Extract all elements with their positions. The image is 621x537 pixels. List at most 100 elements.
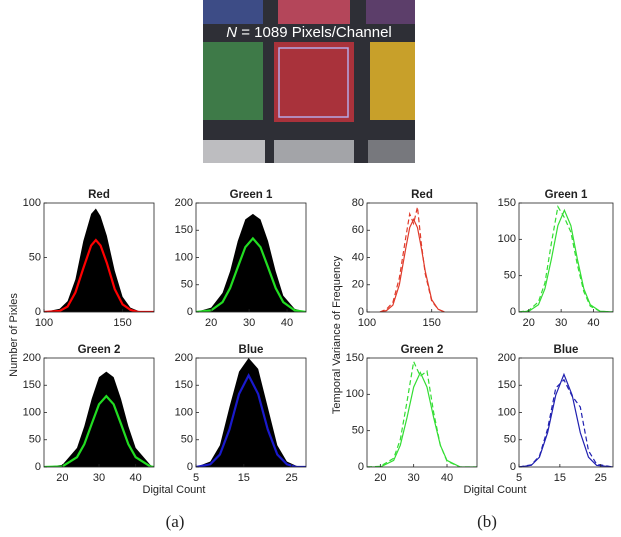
x-tick-label: 15 bbox=[238, 472, 250, 484]
series-line bbox=[367, 359, 477, 467]
subplot-title: Blue bbox=[239, 344, 264, 356]
x-tick-label: 20 bbox=[56, 472, 68, 484]
series-line bbox=[196, 236, 306, 312]
y-tick-label: 100 bbox=[23, 197, 41, 209]
y-tick-label: 0 bbox=[35, 306, 41, 318]
y-tick-label: 150 bbox=[346, 352, 364, 364]
envelope-area bbox=[44, 371, 154, 467]
y-tick-label: 0 bbox=[510, 306, 516, 318]
y-tick-label: 150 bbox=[175, 224, 193, 236]
plot-area bbox=[44, 208, 154, 312]
series-line bbox=[379, 206, 445, 312]
y-tick-label: 150 bbox=[498, 197, 516, 209]
y-tick-label: 50 bbox=[29, 251, 41, 263]
x-tick-label: 5 bbox=[193, 472, 199, 484]
subplot: Green 1 0 50 100 150 200 20 30 40 bbox=[175, 189, 307, 329]
subplot: Red 0 50 100 100 150 bbox=[23, 189, 155, 329]
subplot: Red 0 20 40 60 80 100 150 bbox=[352, 189, 478, 329]
plot-area bbox=[379, 206, 445, 312]
y-tick-label: 50 bbox=[181, 434, 193, 446]
y-tick-label: 100 bbox=[498, 406, 516, 418]
subplot-title: Red bbox=[411, 189, 433, 201]
y-tick-label: 50 bbox=[504, 270, 516, 282]
y-tick-label: 0 bbox=[358, 306, 364, 318]
subplot-title: Green 2 bbox=[401, 344, 444, 356]
plot-area bbox=[196, 358, 306, 467]
x-tick-label: 150 bbox=[423, 317, 441, 329]
y-tick-label: 0 bbox=[510, 461, 516, 473]
y-tick-label: 60 bbox=[352, 224, 364, 236]
x-tick-label: 100 bbox=[358, 317, 376, 329]
x-tick-label: 30 bbox=[408, 472, 420, 484]
subplot-title: Blue bbox=[554, 344, 579, 356]
photo-label-italic: N bbox=[226, 24, 237, 41]
caption: (a) bbox=[166, 512, 185, 531]
plot-area bbox=[367, 359, 477, 467]
subplot-title: Green 1 bbox=[545, 189, 588, 201]
y-tick-label: 0 bbox=[187, 306, 193, 318]
y-tick-label: 200 bbox=[498, 352, 516, 364]
y-tick-label: 100 bbox=[23, 406, 41, 418]
x-tick-label: 5 bbox=[516, 472, 522, 484]
plot-area bbox=[44, 371, 154, 467]
x-tick-label: 20 bbox=[523, 317, 535, 329]
x-tick-label: 40 bbox=[281, 317, 293, 329]
series-line bbox=[367, 371, 477, 467]
y-tick-label: 40 bbox=[352, 251, 364, 263]
x-tick-label: 25 bbox=[595, 472, 607, 484]
subplot: Green 2 0 50 100 150 200 20 30 40 bbox=[23, 344, 155, 484]
x-tick-label: 30 bbox=[243, 317, 255, 329]
x-tick-label: 25 bbox=[286, 472, 298, 484]
plot-area bbox=[196, 213, 306, 312]
axes-box bbox=[518, 357, 614, 468]
y-tick-label: 150 bbox=[175, 379, 193, 391]
series-line bbox=[196, 373, 306, 467]
envelope-area bbox=[196, 213, 306, 312]
x-tick-label: 20 bbox=[205, 317, 217, 329]
y-tick-label: 200 bbox=[175, 352, 193, 364]
y-tick-label: 150 bbox=[498, 379, 516, 391]
subplot: Green 2 0 50 100 150 20 30 40 bbox=[346, 344, 478, 484]
photo-label-rest: = 1089 Pixels/Channel bbox=[237, 24, 392, 41]
y-tick-label: 0 bbox=[358, 461, 364, 473]
photo-label: N = 1089 Pixels/Channel bbox=[226, 24, 392, 41]
series-line bbox=[519, 378, 613, 467]
y-axis-label: Number of Pixles bbox=[8, 293, 20, 377]
series-line bbox=[44, 394, 154, 467]
y-axis-label: Temporal Variance of Frequency bbox=[331, 255, 343, 414]
x-tick-label: 20 bbox=[374, 472, 386, 484]
y-tick-label: 50 bbox=[352, 425, 364, 437]
y-tick-label: 20 bbox=[352, 279, 364, 291]
x-tick-label: 15 bbox=[554, 472, 566, 484]
subplot: Blue 0 50 100 150 200 5 15 25 bbox=[175, 344, 307, 484]
subplot-title: Green 2 bbox=[78, 344, 121, 356]
y-tick-label: 0 bbox=[187, 461, 193, 473]
x-tick-label: 40 bbox=[130, 472, 142, 484]
y-tick-label: 200 bbox=[23, 352, 41, 364]
y-tick-label: 100 bbox=[498, 233, 516, 245]
y-tick-label: 50 bbox=[29, 434, 41, 446]
subplot: Blue 0 50 100 150 200 5 15 25 bbox=[498, 344, 614, 484]
subplot: Green 1 0 50 100 150 20 30 40 bbox=[498, 189, 614, 329]
series-line bbox=[379, 217, 445, 312]
x-tick-label: 150 bbox=[113, 317, 131, 329]
x-tick-label: 40 bbox=[441, 472, 453, 484]
plot-area bbox=[519, 372, 613, 467]
y-tick-label: 0 bbox=[35, 461, 41, 473]
series-line bbox=[519, 372, 613, 467]
series-line bbox=[519, 204, 613, 312]
x-tick-label: 40 bbox=[587, 317, 599, 329]
caption: (b) bbox=[477, 512, 497, 531]
subplot-title: Green 1 bbox=[230, 189, 273, 201]
y-tick-label: 200 bbox=[175, 197, 193, 209]
y-tick-label: 50 bbox=[504, 434, 516, 446]
axes-box bbox=[366, 202, 478, 313]
x-tick-label: 30 bbox=[93, 472, 105, 484]
y-tick-label: 100 bbox=[175, 251, 193, 263]
y-tick-label: 100 bbox=[346, 388, 364, 400]
photo: N = 1089 Pixels/Channel bbox=[203, 0, 415, 163]
series-line bbox=[519, 208, 613, 312]
y-tick-label: 50 bbox=[181, 279, 193, 291]
axes-box bbox=[366, 357, 478, 468]
